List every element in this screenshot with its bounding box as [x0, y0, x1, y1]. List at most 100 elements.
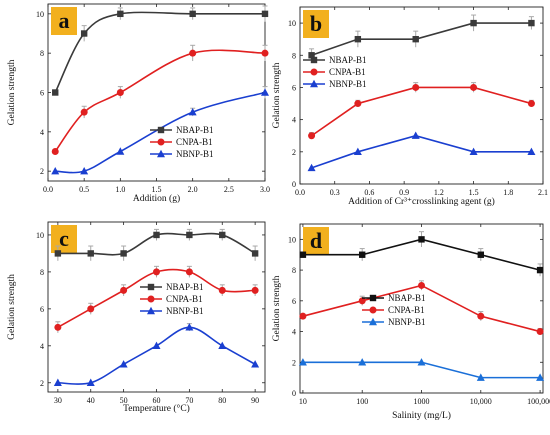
- data-point: [354, 35, 362, 43]
- series-CNPA-B1: [51, 44, 269, 155]
- x-tick-label: 1.8: [503, 188, 513, 197]
- data-point: [51, 166, 60, 175]
- x-tick-label: 1000: [414, 397, 430, 406]
- data-point: [528, 19, 535, 27]
- y-tick-label: 6: [292, 83, 296, 92]
- legend-marker: [147, 283, 155, 291]
- legend-marker: [369, 317, 377, 326]
- legend-item: NBAP-B1: [140, 282, 204, 292]
- data-point: [411, 131, 420, 139]
- y-tick-label: 8: [292, 51, 296, 60]
- panel-c: 30 40 50 60 70 80 90 2 4 6 8 10 Temperature (°C) Gela…: [7, 221, 266, 414]
- x-tick-label: 2.5: [224, 185, 234, 194]
- y-tick-label: 4: [40, 342, 44, 351]
- data-point: [219, 231, 226, 239]
- legend-label: NBAP-B1: [176, 125, 214, 135]
- y-tick-label: 2: [40, 379, 44, 388]
- x-tick-label: 100,000: [527, 397, 550, 406]
- x-tick-label: 0.0: [43, 185, 53, 194]
- legend-marker: [310, 56, 318, 64]
- legend-marker: [369, 306, 377, 314]
- data-point: [536, 373, 545, 381]
- y-axis-label: Gelation strength: [7, 59, 17, 125]
- x-tick-label: 30: [54, 396, 62, 405]
- legend-label: CNPA-B1: [329, 67, 366, 77]
- legend-item: NBAP-B1: [303, 55, 367, 65]
- data-point: [186, 231, 193, 239]
- data-point: [308, 132, 316, 140]
- data-point: [120, 286, 128, 294]
- data-point: [412, 83, 420, 91]
- y-axis-label: Gelation strength: [272, 275, 282, 341]
- data-point: [80, 166, 89, 175]
- data-point: [527, 147, 536, 156]
- x-axis-label: Addition (g): [133, 193, 180, 204]
- series-NBAP-B1: [52, 5, 269, 96]
- data-point: [80, 30, 88, 37]
- x-tick-label: 60: [153, 396, 161, 405]
- data-point: [536, 266, 544, 274]
- legend-item: NBNP-B1: [150, 149, 214, 159]
- data-point: [120, 250, 127, 257]
- y-axis-label: Gelation strength: [272, 62, 282, 128]
- x-tick-label: 3.0: [260, 185, 270, 194]
- data-point: [116, 89, 124, 96]
- series-NBAP-B1: [54, 228, 259, 261]
- data-point: [298, 358, 307, 366]
- data-point: [54, 323, 62, 331]
- data-point: [469, 147, 478, 156]
- legend-item: NBNP-B1: [140, 306, 204, 316]
- y-tick-label: 8: [292, 266, 296, 275]
- series-NBNP-B1: [307, 131, 536, 172]
- data-point: [359, 251, 366, 258]
- series-NBAP-B1: [299, 231, 544, 277]
- data-point: [185, 323, 194, 331]
- panel-d: 10 100 1000 10,000 100,000 0 2 4 6 8 10 Salinity (m…: [272, 223, 550, 421]
- y-tick-label: 6: [40, 89, 44, 98]
- series-line: [311, 134, 532, 169]
- data-point: [80, 108, 88, 116]
- x-tick-label: 1.0: [115, 185, 125, 194]
- data-point: [417, 358, 426, 366]
- series-NBNP-B1: [53, 323, 260, 386]
- data-point: [470, 19, 477, 27]
- data-point: [189, 10, 196, 18]
- data-point: [353, 147, 362, 156]
- data-point: [251, 360, 260, 368]
- y-tick-label: 6: [292, 297, 296, 306]
- data-point: [308, 52, 315, 59]
- legend-item: NBAP-B1: [362, 293, 426, 303]
- series-line: [54, 49, 266, 152]
- panel-letter-badge: [51, 225, 77, 253]
- series-line: [311, 86, 532, 137]
- data-point: [152, 341, 161, 350]
- x-tick-label: 0.3: [330, 188, 340, 197]
- x-axis-label: Salinity (mg/L): [392, 410, 451, 421]
- y-tick-label: 4: [292, 328, 296, 337]
- panel-letter: a: [59, 8, 70, 33]
- y-tick-label: 2: [292, 148, 296, 157]
- data-point: [185, 268, 193, 276]
- data-point: [52, 89, 59, 96]
- panel-a: 0.0 0.5 1.0 1.5 2.0 2.5 3.0 2 4 6 8 10 Addition (g) G…: [7, 3, 270, 204]
- legend-item: CNPA-B1: [362, 305, 425, 315]
- data-point: [412, 35, 419, 43]
- data-point: [261, 49, 269, 57]
- panel-letter-badge: [51, 7, 77, 35]
- x-tick-label: 2.0: [188, 185, 198, 194]
- series-line: [311, 22, 532, 57]
- legend-item: CNPA-B1: [140, 294, 203, 304]
- data-point: [299, 312, 307, 320]
- legend-label: NBAP-B1: [166, 282, 204, 292]
- legend-marker: [147, 295, 155, 303]
- data-point: [53, 378, 62, 386]
- legend-item: CNPA-B1: [150, 137, 213, 147]
- series-NBNP-B1: [298, 358, 545, 381]
- x-tick-label: 0.5: [79, 185, 89, 194]
- data-point: [87, 250, 94, 257]
- legend-marker: [310, 79, 318, 88]
- data-point: [51, 148, 59, 155]
- x-tick-label: 40: [87, 396, 95, 405]
- legend-label: NBNP-B1: [176, 149, 214, 159]
